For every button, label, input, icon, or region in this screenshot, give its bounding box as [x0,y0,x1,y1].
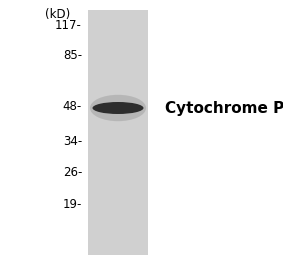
Text: 34-: 34- [63,135,82,148]
Text: 85-: 85- [63,49,82,62]
Ellipse shape [90,95,146,121]
Text: 26-: 26- [63,166,82,180]
Text: 117-: 117- [55,18,82,32]
Text: 48-: 48- [63,100,82,114]
Bar [88,10,148,255]
Text: Cytochrome P450 20A1: Cytochrome P450 20A1 [165,101,283,116]
Text: (kD): (kD) [45,8,70,21]
Ellipse shape [93,102,143,114]
Text: 19-: 19- [63,198,82,211]
